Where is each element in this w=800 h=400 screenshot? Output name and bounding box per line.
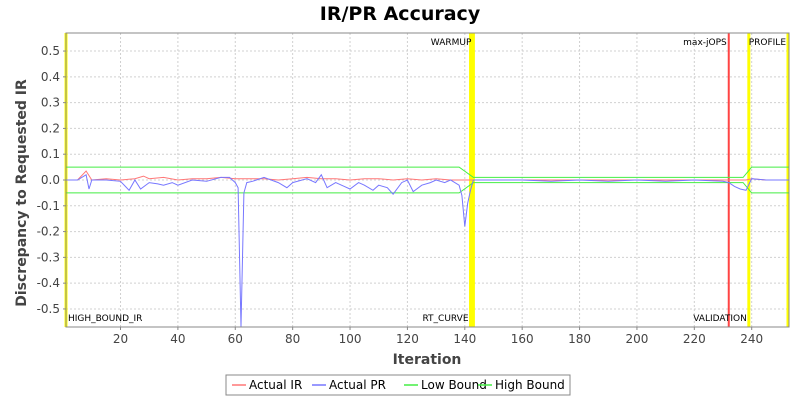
y-tick-label: 0.3 — [41, 96, 60, 110]
legend: Actual IR Actual PR Low Bound High Bound — [225, 374, 571, 396]
x-tick-label: 180 — [568, 332, 591, 346]
y-tick-label: 0.4 — [41, 70, 60, 84]
series-line-actual-pr — [66, 173, 789, 328]
legend-entry: Actual PR — [329, 378, 386, 392]
legend-entry: Low Bound — [421, 378, 487, 392]
y-axis-label: Discrepancy to Requested IR — [14, 79, 30, 307]
y-tick-label: -0.2 — [37, 225, 60, 239]
x-tick-label: 40 — [170, 332, 185, 346]
chart-title: IR/PR Accuracy — [320, 3, 481, 25]
legend-box — [225, 374, 571, 396]
legend-entry: Actual IR — [249, 378, 302, 392]
phase-marker-label: WARMUP — [431, 38, 472, 48]
x-axis-label: Iteration — [393, 352, 462, 368]
grid — [66, 33, 789, 327]
y-tick-label: -0.3 — [37, 250, 60, 264]
y-tick-label: 0.2 — [41, 121, 60, 135]
y-tick-label: -0.5 — [37, 302, 60, 316]
x-tick-label: 120 — [396, 332, 419, 346]
y-tick-label: 0.1 — [41, 147, 60, 161]
phase-marker-label: PROFILE — [749, 38, 787, 48]
y-axis-ticks: -0.5 -0.4 -0.3 -0.2 -0.1 0.0 0.1 0.2 0.3 0.4 0.5 — [37, 44, 66, 316]
y-tick-label: 0.0 — [41, 173, 60, 187]
x-tick-label: 20 — [113, 332, 128, 346]
phase-marker-label: VALIDATION — [693, 314, 747, 324]
x-tick-label: 240 — [740, 332, 763, 346]
phase-marker-label: max-jOPS — [683, 38, 727, 48]
x-tick-label: 200 — [625, 332, 648, 346]
legend-entry: High Bound — [495, 378, 565, 392]
x-tick-label: 140 — [453, 332, 476, 346]
x-tick-label: 80 — [285, 332, 300, 346]
y-tick-label: 0.5 — [41, 44, 60, 58]
phase-marker-label: RT_CURVE — [422, 314, 468, 324]
y-tick-label: -0.1 — [37, 199, 60, 213]
phase-marker-label: HIGH_BOUND_IR — [68, 314, 142, 324]
x-tick-label: 60 — [228, 332, 243, 346]
x-tick-label: 160 — [511, 332, 534, 346]
series-line-high-bound — [66, 166, 789, 178]
x-tick-label: 100 — [339, 332, 362, 346]
series-lines — [66, 166, 789, 328]
y-tick-label: -0.4 — [37, 276, 60, 290]
x-tick-label: 220 — [683, 332, 706, 346]
phase-marker-labels: HIGH_BOUND_IR WARMUP RT_CURVE max-jOPS VALID… — [68, 38, 786, 324]
x-axis-ticks: 20 40 60 80 100 120 140 160 180 200 220 240 — [113, 327, 763, 346]
